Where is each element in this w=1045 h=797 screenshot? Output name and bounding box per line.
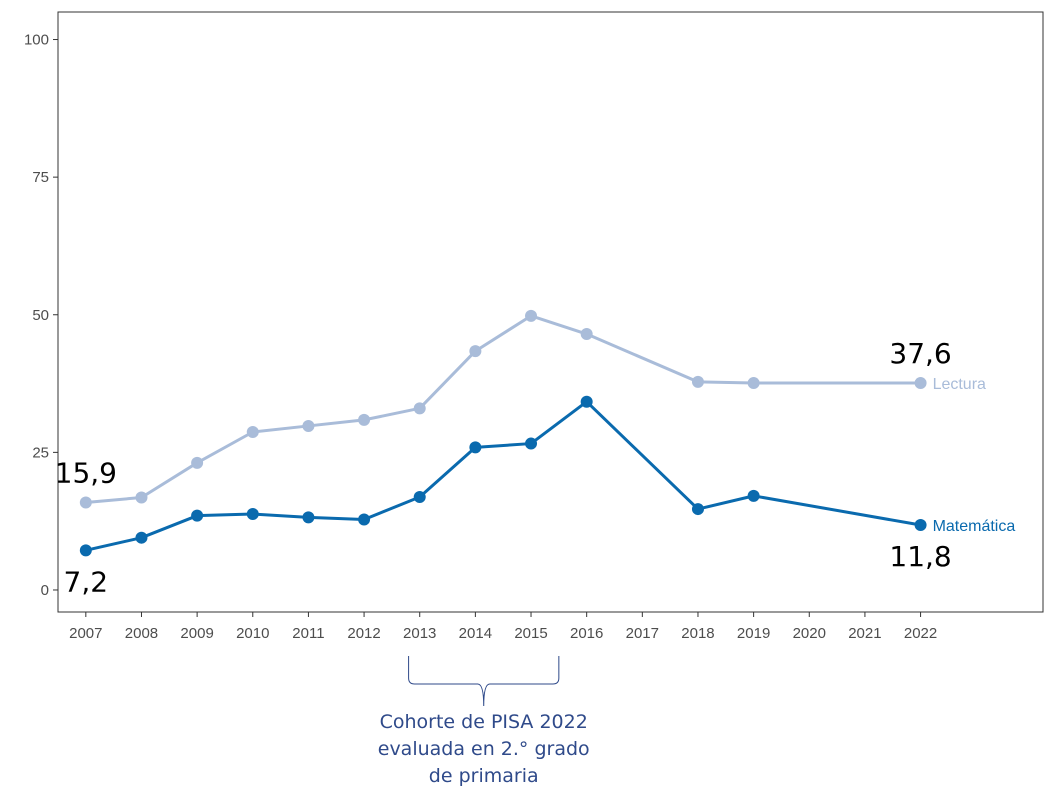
y-tick-label: 50 xyxy=(32,307,49,324)
data-point-matematica xyxy=(525,437,538,450)
data-label: 37,6 xyxy=(889,337,951,370)
x-tick-label: 2010 xyxy=(236,625,269,642)
x-tick-label: 2020 xyxy=(793,625,826,642)
y-tick-label: 0 xyxy=(41,582,49,599)
data-point-lectura xyxy=(79,496,92,509)
data-point-lectura xyxy=(246,426,259,438)
data-point-matematica xyxy=(358,513,371,526)
x-tick-label: 2013 xyxy=(403,625,436,642)
data-point-matematica xyxy=(302,511,315,524)
x-tick-label: 2008 xyxy=(125,625,158,642)
data-point-matematica xyxy=(747,489,760,502)
y-tick-label: 75 xyxy=(32,169,49,186)
data-point-matematica xyxy=(413,490,426,503)
data-label: 11,8 xyxy=(889,540,951,573)
series-label-matematica: Matemática xyxy=(933,518,1016,535)
x-tick-label: 2022 xyxy=(904,625,937,642)
x-tick-label: 2016 xyxy=(570,625,603,642)
x-tick-label: 2018 xyxy=(681,625,714,642)
x-tick-label: 2021 xyxy=(848,625,881,642)
data-point-lectura xyxy=(469,345,482,358)
data-point-matematica xyxy=(135,531,148,544)
data-point-matematica xyxy=(580,395,593,408)
annotation-line: Cohorte de PISA 2022 xyxy=(380,711,588,733)
data-point-matematica xyxy=(246,508,259,521)
data-point-matematica xyxy=(691,503,704,516)
data-labels: 15,9 7,2 37,6 11,8 xyxy=(55,337,952,598)
x-tick-label: 2014 xyxy=(459,625,492,642)
x-axis: 2007 2008 2009 2010 2011 2012 2013 2014 2015 2016… xyxy=(69,612,937,642)
x-tick-label: 2007 xyxy=(69,625,102,642)
data-point-lectura xyxy=(413,402,426,415)
data-point-lectura xyxy=(580,328,593,341)
data-point-matematica xyxy=(191,509,204,522)
y-tick-label: 100 xyxy=(24,32,49,49)
data-point-lectura xyxy=(525,309,538,322)
data-point-matematica xyxy=(79,544,92,557)
x-tick-label: 2011 xyxy=(292,625,324,642)
annotation-line: de primaria xyxy=(429,765,539,787)
cohort-annotation: Cohorte de PISA 2022 evaluada en 2.° grad… xyxy=(378,656,590,787)
x-tick-label: 2009 xyxy=(180,625,213,642)
plot-panel xyxy=(57,11,1044,613)
data-point-lectura xyxy=(191,456,204,469)
x-tick-label: 2019 xyxy=(737,625,770,642)
series-label-lectura: Lectura xyxy=(933,376,986,393)
data-point-lectura xyxy=(914,377,927,390)
data-point-lectura xyxy=(135,491,148,504)
annotation-line: evaluada en 2.° grado xyxy=(378,738,590,760)
cohort-brace xyxy=(408,656,560,707)
data-label: 15,9 xyxy=(55,456,117,489)
x-tick-label: 2012 xyxy=(347,625,380,642)
series-layer: Lectura Matemática xyxy=(79,309,1016,557)
x-tick-label: 2015 xyxy=(514,625,547,642)
data-point-lectura xyxy=(358,413,371,426)
data-point-lectura xyxy=(302,419,315,432)
data-point-matematica xyxy=(469,441,482,454)
x-tick-label: 2017 xyxy=(626,625,659,642)
data-label: 7,2 xyxy=(64,565,109,598)
data-point-lectura xyxy=(691,375,704,388)
y-tick-label: 25 xyxy=(32,444,49,461)
y-axis: 0 25 50 75 100 xyxy=(24,32,58,599)
data-point-lectura xyxy=(747,377,760,390)
data-point-matematica xyxy=(914,519,927,532)
